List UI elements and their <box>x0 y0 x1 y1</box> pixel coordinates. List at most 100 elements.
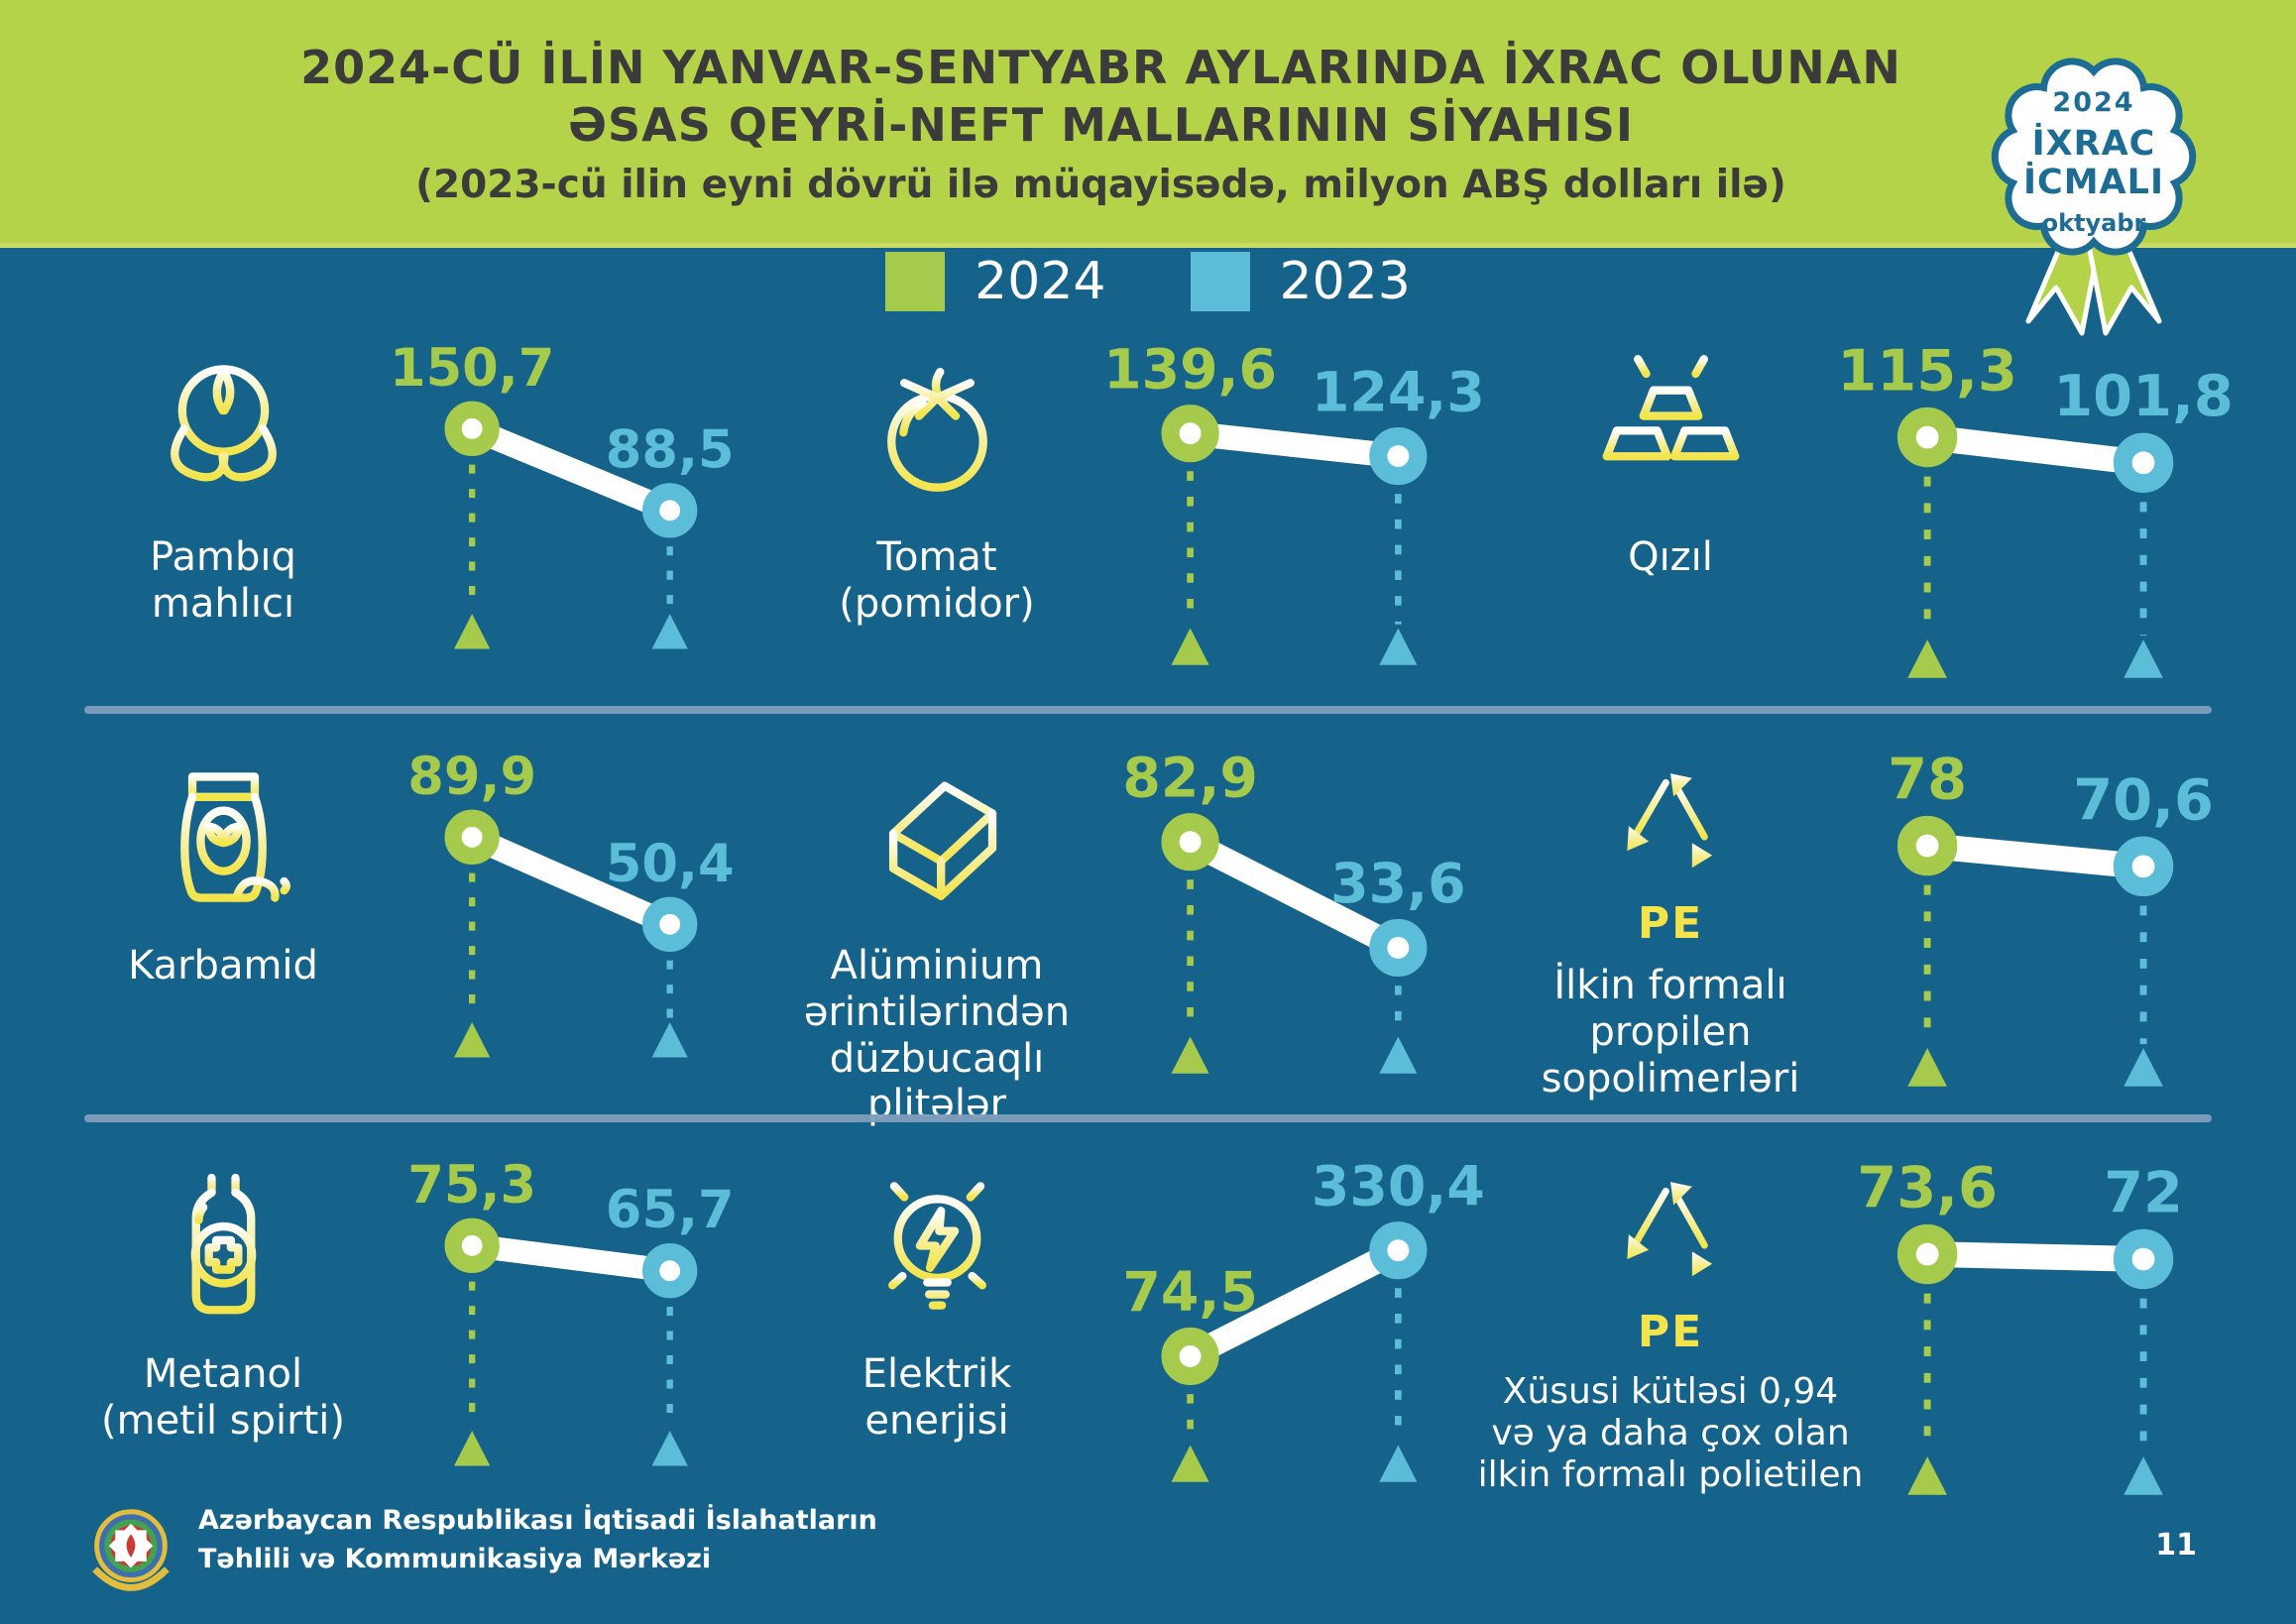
chart-area: 73,6 72 <box>1834 1148 2256 1521</box>
y2024-anchor-triangle <box>454 614 491 649</box>
product-item-7: Metanol (metil spirti) 75,3 65,7 <box>59 1148 773 1517</box>
trend-line <box>1178 829 1411 961</box>
value-2024: 82,9 <box>1122 747 1257 810</box>
trend-line <box>460 416 682 522</box>
legend-swatch-2023 <box>1190 252 1250 311</box>
y2023-anchor-triangle <box>2124 639 2163 678</box>
dot-2023 <box>642 896 698 952</box>
y2024-anchor-triangle <box>454 1022 491 1058</box>
dot-2024 <box>1896 815 1958 876</box>
dot-2024 <box>444 809 500 865</box>
dot-2023 <box>2113 1228 2174 1290</box>
product-label: Karbamid <box>128 943 318 988</box>
badge-month: oktyabr <box>2042 209 2146 237</box>
dot-2024 <box>1161 405 1219 463</box>
product-item-2: Tomat (pomidor) 139,6 124,3 <box>773 331 1507 700</box>
value-2024: 73,6 <box>1857 1154 1998 1220</box>
product-info: Pambıq mahlıcı <box>59 331 387 628</box>
product-item-5: Alüminium ərintilərindən düzbucaqlı plit… <box>773 740 1507 1127</box>
product-info: Metanol (metil spirti) <box>59 1148 387 1445</box>
chart-area: 75,3 65,7 <box>387 1148 773 1489</box>
products-grid: Pambıq mahlıcı 150,7 88,5 Tomat (pomidor) 13… <box>59 331 2256 1517</box>
slope-chart: 74,5 330,4 <box>1122 1155 1485 1482</box>
value-2023: 124,3 <box>1312 361 1485 424</box>
title-block: 2024-CÜ İLİN YANVAR-SENTYABR AYLARINDA İ… <box>248 40 1954 207</box>
y2023-anchor-triangle <box>1379 628 1418 665</box>
value-2024: 150,7 <box>390 338 554 399</box>
dot-2023 <box>1369 426 1428 486</box>
y2023-anchor-triangle <box>651 1022 688 1058</box>
y2023-anchor-triangle <box>651 1431 688 1466</box>
dot-2024 <box>1161 813 1219 871</box>
org-line-2: Təhlili və Kommunikasiya Mərkəzi <box>198 1543 712 1574</box>
value-2023: 101,8 <box>2053 363 2234 429</box>
slope-chart: 115,3 101,8 <box>1837 337 2234 678</box>
cotton-icon <box>170 365 277 492</box>
dot-2024 <box>444 401 500 456</box>
y2024-anchor-triangle <box>1171 1036 1209 1074</box>
org-line-1: Azərbaycan Respublikası İqtisadi İslahat… <box>198 1504 877 1536</box>
page-subtitle: (2023-cü ilin eyni dövrü ilə müqayisədə,… <box>415 162 1786 207</box>
value-2024: 139,6 <box>1103 338 1277 402</box>
product-item-8: Elektrik enerjisi 74,5 330,4 <box>773 1148 1507 1517</box>
organization-name: Azərbaycan Respublikası İqtisadi İslahat… <box>198 1501 877 1578</box>
product-item-6: PE İlkin formalı propilen sopolimerləri 78… <box>1507 740 2256 1108</box>
product-label: Xüsusi kütləsi 0,94 və ya daha çox olan … <box>1477 1371 1864 1496</box>
value-2023: 65,7 <box>606 1180 735 1240</box>
value-2023: 330,4 <box>1312 1155 1485 1218</box>
tomato-icon <box>886 367 987 492</box>
y2023-anchor-triangle <box>651 614 688 649</box>
chart-area: 78 70,6 <box>1834 740 2256 1112</box>
chart-area: 89,9 50,4 <box>387 740 773 1081</box>
y2024-anchor-triangle <box>1171 1445 1209 1482</box>
product-info: PE İlkin formalı propilen sopolimerləri <box>1507 740 1834 1102</box>
export-review-badge: 2024 İXRAC İCMALI oktyabr <box>1991 58 2197 336</box>
y2024-anchor-triangle <box>1907 1048 1947 1087</box>
product-info: Elektrik enerjisi <box>773 1148 1100 1445</box>
azerbaijan-emblem <box>92 1509 170 1591</box>
y2024-anchor-triangle <box>454 1431 491 1466</box>
y2023-anchor-triangle <box>1379 1036 1418 1074</box>
value-2024: 115,3 <box>1837 337 2017 404</box>
page-number: 11 <box>2155 1528 2197 1563</box>
electricity-bulb-icon <box>866 1164 1007 1310</box>
y2023-anchor-triangle <box>2124 1048 2163 1087</box>
dot-2023 <box>1369 1221 1428 1280</box>
dot-2024 <box>1161 1327 1219 1386</box>
slope-chart: 75,3 65,7 <box>407 1155 735 1466</box>
dot-2023 <box>1369 918 1428 978</box>
value-2023: 33,6 <box>1330 853 1465 916</box>
trend-line <box>1914 1241 2156 1272</box>
value-2024: 75,3 <box>407 1155 536 1216</box>
page-title-line-2: ƏSAS QEYRİ-NEFT MALLARININ SİYAHISI <box>567 97 1634 152</box>
value-2023: 70,6 <box>2073 766 2214 833</box>
product-item-1: Pambıq mahlıcı 150,7 88,5 <box>59 331 773 700</box>
chart-area: 82,9 33,6 <box>1100 740 1507 1099</box>
legend-label-2023: 2023 <box>1279 252 1411 311</box>
y2024-anchor-triangle <box>1907 639 1947 678</box>
dot-2023 <box>642 1243 698 1299</box>
row-divider-1 <box>84 706 2212 714</box>
y2023-anchor-triangle <box>1379 1445 1418 1482</box>
row-divider-2 <box>84 1114 2212 1122</box>
y2024-anchor-triangle <box>1171 628 1209 665</box>
dot-2023 <box>2113 836 2174 897</box>
product-item-4: Karbamid 89,9 50,4 <box>59 740 773 1108</box>
trend-line <box>460 825 682 937</box>
recycle-pe-icon <box>1627 773 1713 869</box>
trend-line <box>1178 1237 1411 1369</box>
recycle-pe-icon <box>1627 1182 1713 1277</box>
trend-line <box>460 1233 682 1283</box>
product-label: İlkin formalı propilen sopolimerləri <box>1541 963 1800 1102</box>
dot-2024 <box>444 1218 500 1273</box>
legend: 2024 2023 <box>0 252 2296 311</box>
value-2023: 88,5 <box>606 419 735 480</box>
fertilizer-bag-icon <box>179 772 290 902</box>
chart-area: 150,7 88,5 <box>387 331 773 672</box>
product-info: Karbamid <box>59 740 387 989</box>
product-info: Qızıl <box>1507 331 1834 581</box>
methanol-bottle-icon <box>190 1173 256 1315</box>
legend-item-2024: 2024 <box>885 252 1106 311</box>
product-label: Pambıq mahlıcı <box>150 534 296 627</box>
legend-item-2023: 2023 <box>1190 252 1411 311</box>
